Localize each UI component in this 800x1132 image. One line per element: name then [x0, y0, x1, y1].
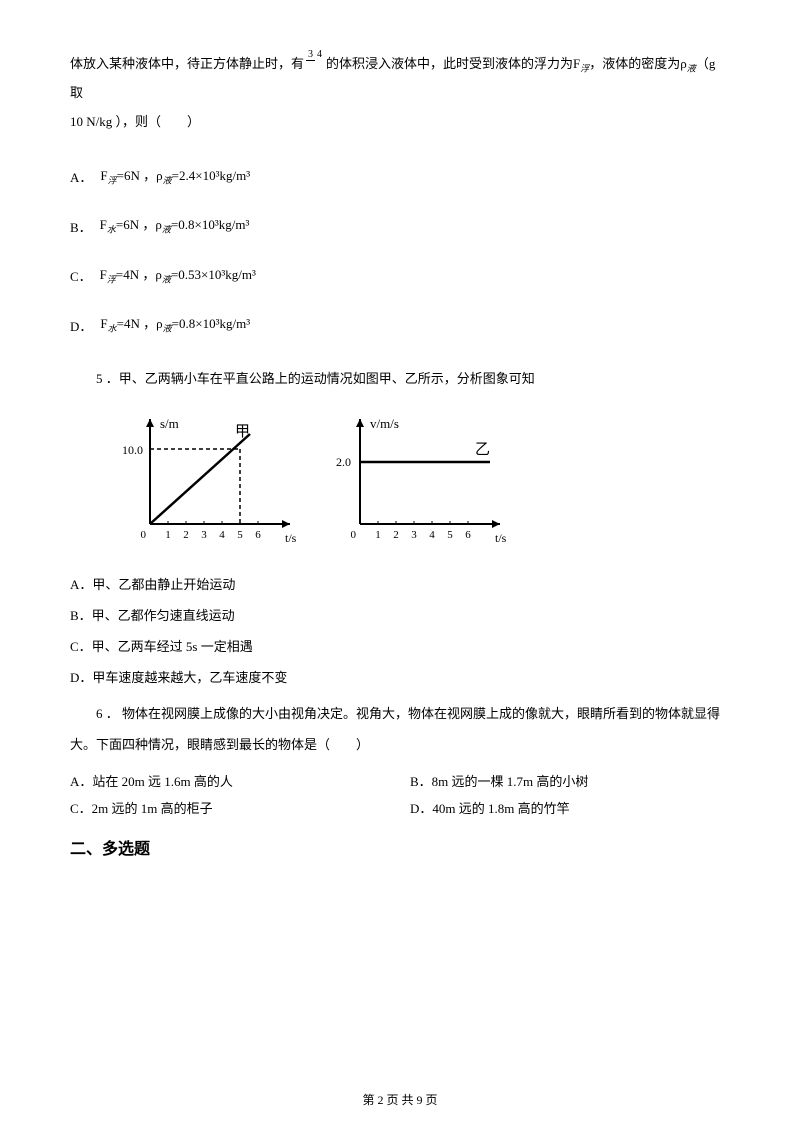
svg-text:3: 3: [411, 529, 417, 541]
q4-mid1: 的体积浸入液体中，此时受到液体的浮力为: [326, 56, 573, 71]
q4-option-d: D． F水=4N ，ρ液=0.8×10³kg/m³: [70, 313, 730, 335]
svg-text:t/s: t/s: [495, 531, 507, 545]
q4-option-a: A． F浮=6N ，ρ液=2.4×10³kg/m³: [70, 165, 730, 187]
option-label: B．: [70, 217, 92, 236]
svg-text:0: 0: [141, 529, 147, 541]
option-formula: F水=4N ，ρ液=0.8×10³kg/m³: [100, 313, 250, 335]
q4-stem-line2: 10 N/kg ），则（ ）: [70, 108, 730, 137]
q4-mid2: ，液体的密度为: [589, 56, 680, 71]
svg-text:t/s: t/s: [285, 531, 297, 545]
q6-options-row1: A．站在 20m 远 1.6m 高的人 B．8m 远的一棵 1.7m 高的小树: [70, 771, 730, 790]
svg-text:0: 0: [351, 529, 357, 541]
svg-text:6: 6: [465, 529, 471, 541]
q6-option-c: C．2m 远的 1m 高的柜子: [70, 798, 410, 817]
q4-option-b: B． F水=6N ，ρ液=0.8×10³kg/m³: [70, 214, 730, 236]
svg-text:1: 1: [375, 529, 381, 541]
q5-graphs: s/m 甲 0 1 2 3 4 5 6: [110, 404, 730, 554]
svg-text:乙: 乙: [475, 442, 490, 458]
svg-text:2: 2: [393, 529, 399, 541]
q6-stem: 6 ． 物体在视网膜上成像的大小由视角决定。视角大，物体在视网膜上成的像就大，眼…: [70, 698, 730, 760]
q4-rho-symbol: ρ液: [680, 50, 696, 79]
q4-option-c: C． F浮=4N ，ρ液=0.53×10³kg/m³: [70, 264, 730, 286]
svg-text:2: 2: [183, 529, 189, 541]
svg-text:5: 5: [237, 529, 243, 541]
q5-option-d: D．甲车速度越来越大，乙车速度不变: [70, 667, 730, 686]
option-label: A．: [70, 167, 92, 186]
option-label: D．: [70, 316, 92, 335]
q4-options: A． F浮=6N ，ρ液=2.4×10³kg/m³ B． F水=6N ，ρ液=0…: [70, 165, 730, 335]
q4-fraction: 34: [306, 50, 324, 60]
svg-text:v/m/s: v/m/s: [370, 416, 399, 431]
q6-options-row2: C．2m 远的 1m 高的柜子 D．40m 远的 1.8m 高的竹竿: [70, 798, 730, 817]
q4-f-symbol: F浮: [573, 50, 589, 79]
option-formula: F浮=4N ，ρ液=0.53×10³kg/m³: [100, 264, 256, 286]
svg-text:3: 3: [201, 529, 207, 541]
svg-text:6: 6: [255, 529, 261, 541]
svg-text:4: 4: [219, 529, 225, 541]
q6-option-b: B．8m 远的一棵 1.7m 高的小树: [410, 771, 730, 790]
q4-stem-line1: 体放入某种液体中，待正方体静止时，有34的体积浸入液体中，此时受到液体的浮力为F…: [70, 50, 730, 108]
svg-text:10.0: 10.0: [122, 443, 143, 457]
svg-text:2.0: 2.0: [336, 455, 351, 469]
q5-option-c: C．甲、乙两车经过 5s 一定相遇: [70, 636, 730, 655]
page-footer: 第 2 页 共 9 页: [0, 1091, 800, 1108]
q5-stem: 5 ．甲、乙两辆小车在平直公路上的运动情况如图甲、乙所示，分析图象可知: [70, 363, 730, 394]
svg-text:5: 5: [447, 529, 453, 541]
q5-charts-svg: s/m 甲 0 1 2 3 4 5 6: [110, 404, 530, 554]
option-label: C．: [70, 266, 92, 285]
q6-option-d: D．40m 远的 1.8m 高的竹竿: [410, 798, 730, 817]
q6-option-a: A．站在 20m 远 1.6m 高的人: [70, 771, 410, 790]
q5-option-b: B．甲、乙都作匀速直线运动: [70, 605, 730, 624]
q5-options: A．甲、乙都由静止开始运动 B．甲、乙都作匀速直线运动 C．甲、乙两车经过 5s…: [70, 574, 730, 686]
option-formula: F浮=6N ，ρ液=2.4×10³kg/m³: [100, 165, 250, 187]
q4-pre1: 体放入某种液体中，待正方体静止时，有: [70, 56, 304, 71]
svg-text:4: 4: [429, 529, 435, 541]
svg-text:1: 1: [165, 529, 171, 541]
section-2-title: 二、多选题: [70, 835, 730, 859]
svg-text:s/m: s/m: [160, 416, 179, 431]
q5-option-a: A．甲、乙都由静止开始运动: [70, 574, 730, 593]
option-formula: F水=6N ，ρ液=0.8×10³kg/m³: [100, 214, 250, 236]
